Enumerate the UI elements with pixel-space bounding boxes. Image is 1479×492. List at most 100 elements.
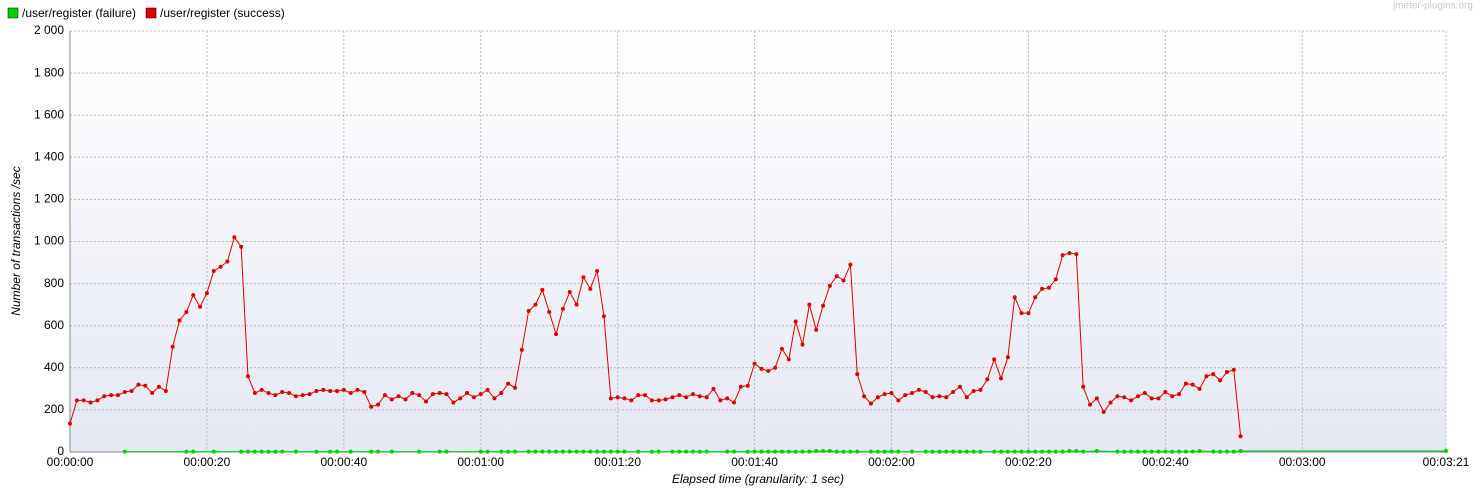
data-point — [554, 449, 559, 454]
data-point — [519, 347, 524, 352]
data-point — [115, 393, 120, 398]
data-point — [1122, 449, 1127, 454]
data-point — [232, 235, 237, 240]
data-point — [163, 388, 168, 393]
data-point — [273, 449, 278, 454]
data-point — [745, 383, 750, 388]
data-point — [1040, 449, 1045, 454]
data-point — [786, 357, 791, 362]
data-point — [732, 400, 737, 405]
data-point — [1197, 386, 1202, 391]
data-point — [1101, 410, 1106, 415]
data-point — [1033, 449, 1038, 454]
data-point — [74, 398, 79, 403]
data-point — [547, 449, 552, 454]
data-point — [540, 449, 545, 454]
data-point — [348, 449, 353, 454]
data-point — [1190, 382, 1195, 387]
data-point — [540, 287, 545, 292]
data-point — [1012, 295, 1017, 300]
data-point — [102, 394, 107, 399]
data-point — [526, 449, 531, 454]
data-point — [465, 391, 470, 396]
data-point — [999, 376, 1004, 381]
y-tick-label: 1 400 — [34, 149, 64, 163]
data-point — [567, 449, 572, 454]
data-point — [725, 396, 730, 401]
data-point — [1224, 449, 1229, 454]
data-point — [595, 449, 600, 454]
data-point — [328, 449, 333, 454]
x-tick-label: 00:03:00 — [1279, 455, 1326, 469]
data-point — [362, 390, 367, 395]
data-point — [1040, 286, 1045, 291]
y-tick-label: 1 600 — [34, 107, 64, 121]
data-point — [560, 306, 565, 311]
data-point — [622, 449, 627, 454]
data-point — [595, 268, 600, 273]
data-point — [1238, 448, 1243, 453]
data-point — [287, 391, 292, 396]
data-point — [485, 449, 490, 454]
data-point — [417, 393, 422, 398]
data-point — [1081, 384, 1086, 389]
data-point — [1142, 449, 1147, 454]
data-point — [663, 397, 668, 402]
data-point — [389, 397, 394, 402]
data-point — [1170, 449, 1175, 454]
data-point — [1177, 449, 1182, 454]
data-point — [211, 449, 216, 454]
data-point — [1060, 253, 1065, 258]
data-point — [656, 449, 661, 454]
data-point — [848, 449, 853, 454]
data-point — [314, 449, 319, 454]
data-point — [1046, 285, 1051, 290]
data-point — [1170, 394, 1175, 399]
data-point — [376, 402, 381, 407]
data-point — [807, 302, 812, 307]
data-point — [293, 394, 298, 399]
data-point — [759, 366, 764, 371]
data-point — [423, 399, 428, 404]
data-point — [862, 394, 867, 399]
data-point — [1149, 449, 1154, 454]
data-point — [1019, 449, 1024, 454]
data-point — [656, 398, 661, 403]
data-point — [1046, 449, 1051, 454]
data-point — [964, 395, 969, 400]
data-point — [355, 387, 360, 392]
data-point — [649, 398, 654, 403]
data-point — [821, 303, 826, 308]
data-point — [916, 387, 921, 392]
data-point — [930, 449, 935, 454]
y-axis-label: Number of transactions /sec — [9, 166, 23, 315]
data-point — [827, 448, 832, 453]
data-point — [841, 278, 846, 283]
data-point — [704, 449, 709, 454]
data-point — [896, 449, 901, 454]
data-point — [800, 342, 805, 347]
data-point — [1444, 448, 1448, 453]
data-point — [369, 449, 374, 454]
data-point — [711, 386, 716, 391]
data-point — [636, 449, 641, 454]
data-point — [834, 449, 839, 454]
data-point — [800, 449, 805, 454]
data-point — [821, 448, 826, 453]
data-point — [608, 396, 613, 401]
data-point — [1067, 251, 1072, 256]
data-point — [923, 390, 928, 395]
series-line — [69, 236, 1242, 437]
data-point — [1135, 449, 1140, 454]
data-point — [615, 395, 620, 400]
x-tick-label: 00:00:40 — [320, 455, 367, 469]
data-point — [567, 290, 572, 295]
data-point — [1183, 381, 1188, 386]
data-point — [1081, 449, 1086, 454]
data-point — [485, 387, 490, 392]
data-point — [129, 388, 134, 393]
legend-swatch — [7, 7, 19, 19]
data-point — [410, 391, 415, 396]
data-point — [601, 314, 606, 319]
data-point — [1019, 311, 1024, 316]
